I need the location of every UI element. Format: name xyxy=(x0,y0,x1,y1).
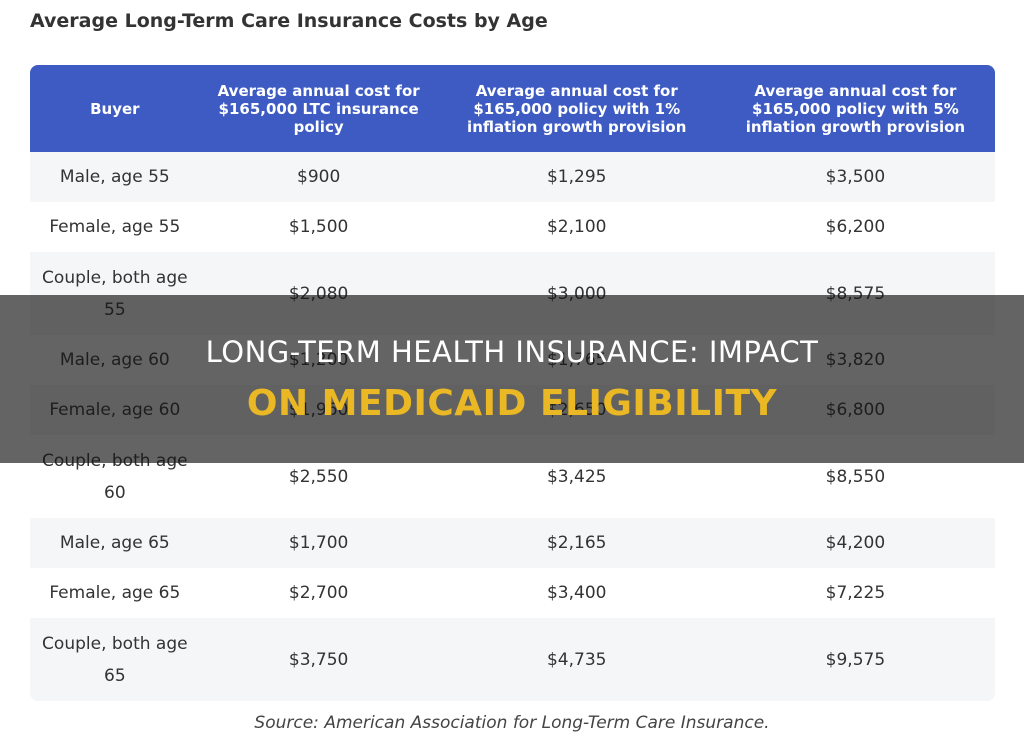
cost-cell: $9,575 xyxy=(715,618,995,701)
cost-cell: $1,700 xyxy=(199,518,438,568)
title-banner: LONG-TERM HEALTH INSURANCE: IMPACT ON ME… xyxy=(0,295,1024,463)
cost-cell: $900 xyxy=(199,152,438,202)
banner-line: ON MEDICAID ELIGIBILITY xyxy=(246,383,778,424)
heading: Average Long-Term Care Insurance Costs b… xyxy=(30,10,548,32)
buyer-cell: Male, age 65 xyxy=(30,518,200,568)
cost-cell: $3,750 xyxy=(199,618,438,701)
cost-cell: $4,200 xyxy=(715,518,995,568)
header-row: Buyer Average annual cost for $165,000 LT… xyxy=(30,65,995,152)
cost-cell: $2,100 xyxy=(437,202,716,252)
cost-cell: $4,735 xyxy=(437,618,716,701)
table-row: Female, age 65 $2,700 $3,400 $7,225 xyxy=(30,568,995,618)
cost-cell: $1,500 xyxy=(199,202,438,252)
column-header: Average annual cost for $165,000 LTC ins… xyxy=(199,65,438,152)
banner-line: LONG-TERM HEALTH INSURANCE: IMPACT xyxy=(205,335,819,369)
buyer-cell: Female, age 55 xyxy=(30,202,200,252)
table-row: Male, age 65 $1,700 $2,165 $4,200 xyxy=(30,518,995,568)
cost-cell: $1,295 xyxy=(437,152,716,202)
cost-cell: $2,700 xyxy=(199,568,438,618)
source-note: Source: American Association for Long-Te… xyxy=(254,713,770,733)
cost-cell: $3,500 xyxy=(715,152,995,202)
cost-cell: $6,200 xyxy=(715,202,995,252)
column-header: Average annual cost for $165,000 policy … xyxy=(437,65,716,152)
table-row: Female, age 55 $1,500 $2,100 $6,200 xyxy=(30,202,995,252)
buyer-cell: Couple, both age 65 xyxy=(30,618,200,701)
column-header: Buyer xyxy=(30,65,200,152)
cost-cell: $3,400 xyxy=(437,568,716,618)
table-row: Couple, both age 65 $3,750 $4,735 $9,575 xyxy=(30,618,995,701)
cost-cell: $7,225 xyxy=(715,568,995,618)
cost-cell: $2,165 xyxy=(437,518,716,568)
column-header: Average annual cost for $165,000 policy … xyxy=(715,65,995,152)
table-row: Male, age 55 $900 $1,295 $3,500 xyxy=(30,152,995,202)
buyer-cell: Male, age 55 xyxy=(30,152,200,202)
buyer-cell: Female, age 65 xyxy=(30,568,200,618)
